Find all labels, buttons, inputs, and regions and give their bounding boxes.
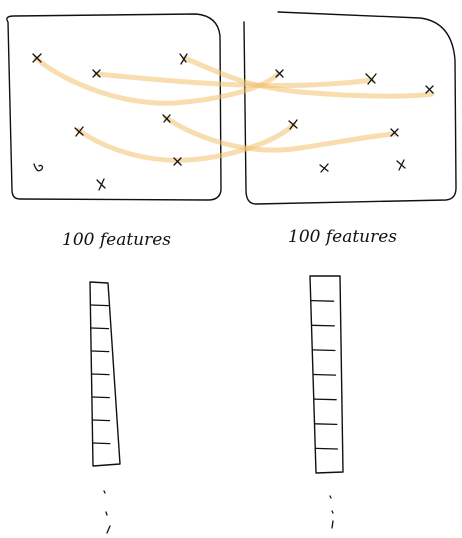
x-mark-icon: [396, 159, 406, 171]
right-feature-marks: [275, 69, 434, 173]
right-feature-vector: [309, 275, 344, 474]
vector-cell-divider: [314, 423, 338, 426]
vector-cell-divider: [312, 373, 337, 376]
right-continuation-dots: [329, 495, 334, 529]
left-caption: 100 features: [62, 230, 171, 250]
x-mark-icon: [365, 73, 377, 85]
correspondence-line: [75, 121, 297, 163]
left-feature-marks: [32, 53, 188, 191]
x-mark-icon: [319, 163, 329, 173]
x-mark-icon: [92, 69, 101, 78]
correspondence-line: [163, 115, 397, 153]
right-caption: 100 features: [288, 227, 397, 247]
correspondence-line: [93, 71, 375, 89]
x-mark-icon: [275, 69, 284, 78]
x-mark-icon: [33, 163, 44, 172]
right-vector-cells: [310, 299, 339, 450]
left-continuation-dots: [103, 490, 111, 534]
correspondence-line: [181, 55, 435, 99]
vector-cell-divider: [311, 324, 335, 327]
x-mark-icon: [390, 128, 399, 137]
right-image-frame: [243, 11, 457, 205]
vector-cell-divider: [91, 396, 110, 399]
vector-cell-divider: [92, 442, 111, 445]
correspondence-lines: [33, 55, 435, 163]
x-mark-icon: [162, 114, 171, 123]
correspondence-line: [33, 55, 281, 106]
x-mark-icon: [32, 53, 42, 63]
left-vector-cells: [90, 304, 111, 445]
vector-cell-divider: [90, 327, 110, 330]
left-image-frame: [6, 13, 222, 201]
vector-cell-divider: [91, 419, 111, 422]
vector-cell-divider: [310, 299, 335, 302]
x-mark-icon: [179, 53, 188, 65]
vector-cell-divider: [312, 349, 336, 352]
x-mark-icon: [74, 126, 84, 137]
x-mark-icon: [288, 119, 298, 130]
x-mark-icon: [96, 178, 106, 191]
vector-cell-divider: [91, 350, 110, 353]
vector-cell-divider: [91, 373, 110, 376]
vector-cell-divider: [90, 304, 109, 307]
x-mark-icon: [425, 85, 434, 94]
left-feature-vector: [89, 281, 121, 467]
x-mark-icon: [173, 157, 182, 166]
vector-cell-divider: [314, 447, 339, 450]
vector-cell-divider: [313, 398, 337, 401]
